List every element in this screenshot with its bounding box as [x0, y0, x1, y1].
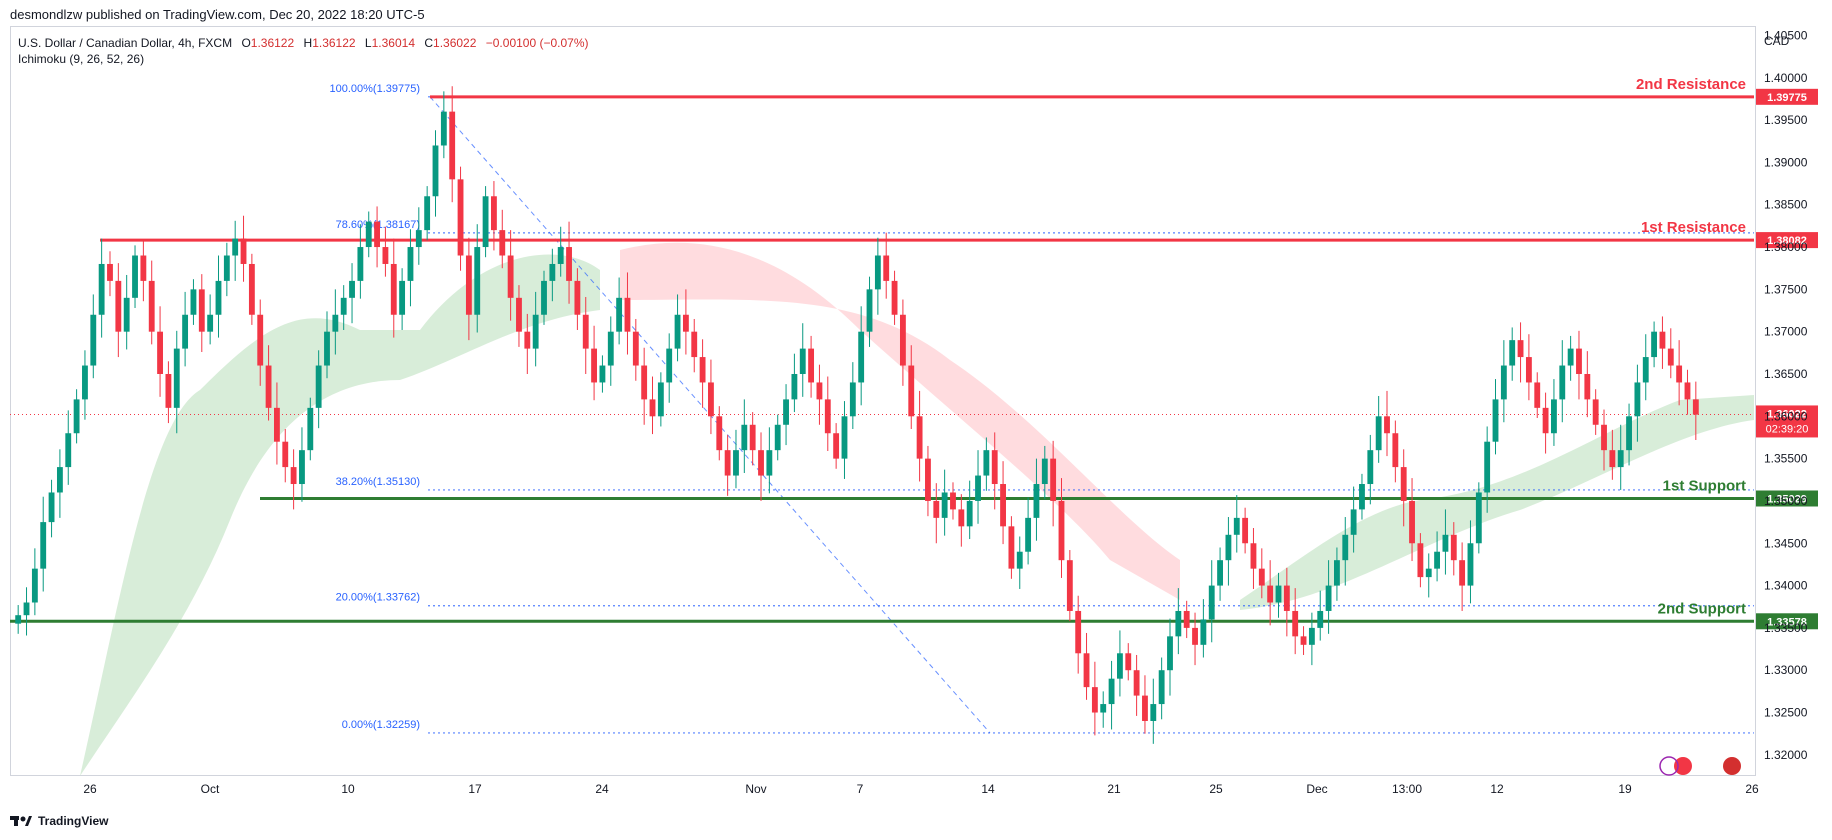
level-price-tag: [1756, 613, 1818, 630]
low-value: 1.36014: [371, 36, 415, 50]
high-value: 1.36122: [312, 36, 356, 50]
symbol-legend: U.S. Dollar / Canadian Dollar, 4h, FXCM …: [18, 34, 589, 52]
y-tick-label: 1.34500: [1764, 536, 1808, 550]
x-tick-label: 21: [1107, 782, 1121, 796]
x-tick-label: 17: [468, 782, 482, 796]
x-tick-label: 14: [981, 782, 995, 796]
currency-label: CAD: [1764, 34, 1790, 48]
close-value: 1.36022: [433, 36, 477, 50]
y-tick-label: 1.35000: [1764, 494, 1808, 508]
x-tick-label: 7: [857, 782, 864, 796]
level-price: 1.38082: [1767, 235, 1807, 247]
open-value: 1.36122: [250, 36, 295, 50]
y-tick-label: 1.32500: [1764, 706, 1808, 720]
x-tick-label: 10: [341, 782, 355, 796]
change-value: −0.00100 (−0.07%): [485, 36, 589, 50]
y-tick-label: 1.36000: [1764, 409, 1808, 423]
x-tick-label: Dec: [1306, 782, 1327, 796]
y-tick-label: 1.35500: [1764, 452, 1808, 466]
y-tick-label: 1.38500: [1764, 198, 1808, 212]
footer[interactable]: TradingView: [10, 814, 108, 828]
countdown: 02:39:20: [1766, 423, 1809, 435]
x-tick-label: 24: [595, 782, 609, 796]
y-tick-label: 1.38000: [1764, 240, 1808, 254]
y-tick-label: 1.37000: [1764, 325, 1808, 339]
y-tick-label: 1.36500: [1764, 367, 1808, 381]
level-price: 1.33578: [1767, 616, 1807, 628]
x-tick-label: 26: [1745, 782, 1759, 796]
y-tick-label: 1.33500: [1764, 621, 1808, 635]
high-label: H: [303, 36, 313, 50]
x-tick-label: 12: [1490, 782, 1504, 796]
y-tick-label: 1.39500: [1764, 113, 1808, 127]
x-tick-label: 19: [1618, 782, 1632, 796]
x-tick-label: 26: [83, 782, 97, 796]
close-label: C: [424, 36, 434, 50]
symbol-name: U.S. Dollar / Canadian Dollar, 4h, FXCM: [18, 36, 233, 50]
open-label: O: [241, 36, 251, 50]
publish-info: desmondlzw published on TradingView.com,…: [10, 7, 425, 22]
chart-frame[interactable]: [10, 26, 1756, 776]
current-price-value: 1.36022: [1767, 408, 1807, 420]
x-tick-label: Nov: [745, 782, 766, 796]
current-price-tag: [1756, 405, 1818, 438]
level-price-tag: [1756, 88, 1818, 105]
footer-brand: TradingView: [38, 814, 109, 828]
level-price: 1.35029: [1767, 493, 1807, 505]
y-tick-label: 1.32000: [1764, 748, 1808, 762]
x-tick-label: 25: [1209, 782, 1223, 796]
y-tick-label: 1.37500: [1764, 282, 1808, 296]
x-tick-label: Oct: [201, 782, 220, 796]
level-price-tag: [1756, 490, 1818, 507]
y-tick-label: 1.33000: [1764, 663, 1808, 677]
level-price-tag: [1756, 232, 1818, 249]
level-price: 1.39775: [1767, 92, 1807, 104]
y-tick-label: 1.34000: [1764, 579, 1808, 593]
y-tick-label: 1.40000: [1764, 71, 1808, 85]
low-label: L: [364, 36, 372, 50]
y-tick-label: 1.39000: [1764, 155, 1808, 169]
indicator-legend[interactable]: Ichimoku (9, 26, 52, 26): [18, 52, 145, 66]
tradingview-logo-icon: [10, 816, 32, 826]
x-tick-label: 13:00: [1392, 782, 1422, 796]
